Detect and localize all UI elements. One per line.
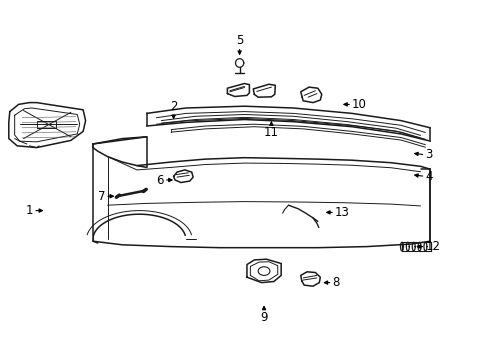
Text: 11: 11 <box>264 126 278 139</box>
Text: 2: 2 <box>169 100 177 113</box>
Text: 9: 9 <box>260 311 267 324</box>
Text: 4: 4 <box>425 170 432 183</box>
Text: 7: 7 <box>98 190 105 203</box>
Text: 12: 12 <box>425 240 440 253</box>
Text: 5: 5 <box>235 34 243 47</box>
Text: 13: 13 <box>334 206 349 219</box>
Text: 3: 3 <box>425 148 432 161</box>
Text: 6: 6 <box>156 174 163 186</box>
Text: 10: 10 <box>351 98 366 111</box>
Text: 8: 8 <box>332 276 339 289</box>
Text: 1: 1 <box>26 204 33 217</box>
